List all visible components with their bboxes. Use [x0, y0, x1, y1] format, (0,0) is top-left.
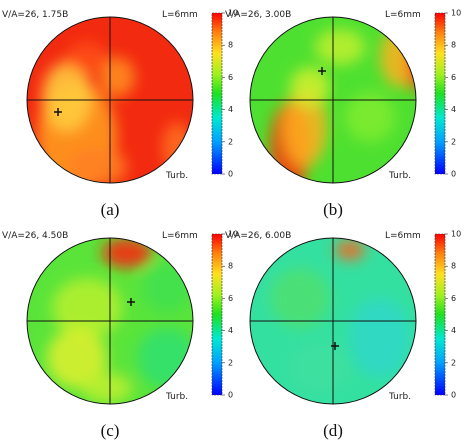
panel: V/A=26, 6.00B L=6mm Turb. (d) 0 2 4 6 8 10	[225, 230, 461, 440]
colorbar	[211, 233, 223, 396]
heat-blob	[42, 62, 92, 132]
mode-label: Turb.	[165, 392, 188, 402]
center-marker	[331, 342, 339, 350]
panel: V/A=26, 1.75B L=6mm Turb. (a) 0 2 4 6 8 10	[2, 9, 238, 219]
length-label: L=6mm	[385, 231, 421, 241]
colorbar-tick-label: 6	[228, 294, 233, 303]
colorbar-tick-label: 0	[451, 170, 456, 179]
params-label: V/A=26, 4.50B	[2, 231, 68, 241]
panel-caption: (d)	[323, 421, 343, 440]
colorbar-tick-label: 8	[228, 262, 233, 271]
panel-caption: (a)	[101, 200, 120, 219]
colorbar-tick-label: 0	[228, 170, 233, 179]
length-label: L=6mm	[162, 231, 198, 241]
heat-blob	[47, 328, 107, 388]
colorbar	[434, 12, 446, 175]
heat-blob	[142, 263, 192, 313]
params-label: V/A=26, 3.00B	[225, 10, 291, 20]
length-label: L=6mm	[162, 10, 198, 20]
heat-blob	[290, 343, 350, 393]
center-marker	[54, 108, 62, 116]
heat-blob	[137, 328, 193, 388]
length-label: L=6mm	[385, 10, 421, 20]
heat-blob	[315, 29, 365, 65]
colorbar-tick-label: 8	[451, 262, 456, 271]
colorbar-tick-label: 10	[228, 230, 238, 239]
colorbar-tick-label: 2	[228, 358, 233, 367]
heat-blob	[290, 67, 330, 107]
heat-blobs	[270, 240, 410, 393]
heat-blob	[350, 298, 410, 378]
colorbar-tick-label: 4	[451, 105, 456, 114]
heat-blob	[102, 238, 152, 268]
colorbar-tick-label: 4	[451, 326, 456, 335]
panel: V/A=26, 3.00B L=6mm Turb. (b) 0 2 4 6 8 10	[225, 9, 461, 219]
colorbar-tick-label: 4	[228, 105, 233, 114]
panel: V/A=26, 4.50B L=6mm Turb. (c) 0 2 4 6 8 10	[2, 230, 238, 440]
center-marker	[318, 67, 326, 75]
colorbar-tick-label: 6	[451, 294, 456, 303]
panel-caption: (b)	[323, 200, 343, 219]
colorbar-tick-label: 4	[228, 326, 233, 335]
heat-blob	[67, 42, 107, 72]
colorbar-tick-label: 6	[451, 73, 456, 82]
colorbar-tick-label: 8	[228, 41, 233, 50]
colorbar-tick-label: 10	[451, 9, 461, 18]
heat-blob	[82, 373, 132, 403]
colorbar-tick-label: 0	[228, 391, 233, 400]
colorbar-tick-label: 2	[228, 137, 233, 146]
colorbar-tick-label: 2	[451, 137, 456, 146]
colorbar-tick-label: 0	[451, 391, 456, 400]
heat-blob	[345, 92, 395, 142]
colorbar-tick-label: 10	[228, 9, 238, 18]
colorbar-tick-label: 8	[451, 41, 456, 50]
panel-caption: (c)	[101, 421, 120, 440]
heat-blob	[283, 87, 327, 167]
colorbar-tick-label: 2	[451, 358, 456, 367]
heat-blob	[67, 147, 127, 183]
colorbar-tick-label: 10	[451, 230, 461, 239]
heat-blob	[52, 278, 122, 338]
center-marker	[127, 298, 135, 306]
colorbar-tick-label: 6	[228, 73, 233, 82]
colorbar	[211, 12, 223, 175]
heat-blob	[335, 240, 365, 260]
params-label: V/A=26, 6.00B	[225, 231, 291, 241]
mode-label: Turb.	[165, 171, 188, 181]
heat-blob	[270, 268, 330, 328]
params-label: V/A=26, 1.75B	[2, 10, 68, 20]
mode-label: Turb.	[388, 392, 411, 402]
heat-map	[250, 17, 416, 183]
colorbar	[434, 233, 446, 396]
heat-blob	[99, 57, 135, 97]
mode-label: Turb.	[388, 171, 411, 181]
